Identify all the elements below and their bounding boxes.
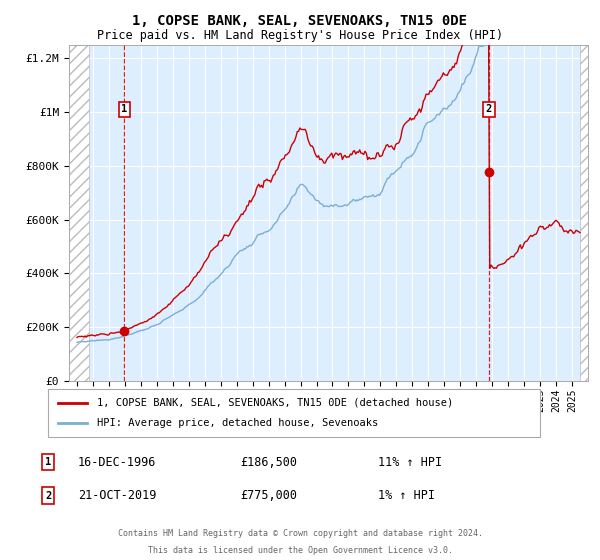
Text: 11% ↑ HPI: 11% ↑ HPI <box>378 455 442 469</box>
Text: 1: 1 <box>121 104 127 114</box>
Bar <box>69 45 89 381</box>
Text: 21-OCT-2019: 21-OCT-2019 <box>78 489 157 502</box>
Text: 2: 2 <box>45 491 51 501</box>
Text: 1% ↑ HPI: 1% ↑ HPI <box>378 489 435 502</box>
Text: This data is licensed under the Open Government Licence v3.0.: This data is licensed under the Open Gov… <box>148 546 452 555</box>
Text: 16-DEC-1996: 16-DEC-1996 <box>78 455 157 469</box>
Text: £775,000: £775,000 <box>240 489 297 502</box>
Bar <box>580 45 588 381</box>
FancyBboxPatch shape <box>48 389 540 437</box>
Text: 1: 1 <box>45 457 51 467</box>
Text: Contains HM Land Registry data © Crown copyright and database right 2024.: Contains HM Land Registry data © Crown c… <box>118 529 482 538</box>
Text: 1, COPSE BANK, SEAL, SEVENOAKS, TN15 0DE (detached house): 1, COPSE BANK, SEAL, SEVENOAKS, TN15 0DE… <box>97 398 454 408</box>
Text: 1, COPSE BANK, SEAL, SEVENOAKS, TN15 0DE: 1, COPSE BANK, SEAL, SEVENOAKS, TN15 0DE <box>133 14 467 28</box>
Text: Price paid vs. HM Land Registry's House Price Index (HPI): Price paid vs. HM Land Registry's House … <box>97 29 503 42</box>
Text: £186,500: £186,500 <box>240 455 297 469</box>
Text: 2: 2 <box>486 104 492 114</box>
Text: HPI: Average price, detached house, Sevenoaks: HPI: Average price, detached house, Seve… <box>97 418 379 428</box>
